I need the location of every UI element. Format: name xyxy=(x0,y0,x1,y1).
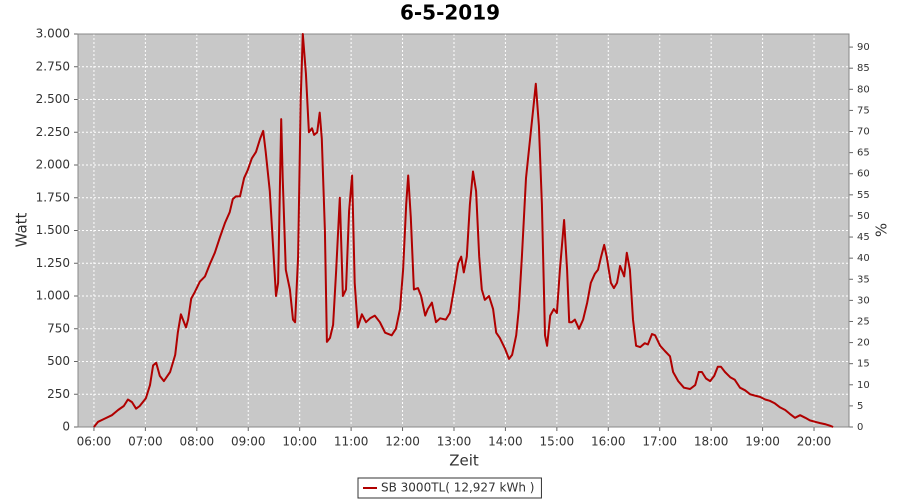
y2-tick-label: 15 xyxy=(857,359,870,370)
y2-tick-label: 40 xyxy=(857,253,870,264)
x-tick-label: 07:00 xyxy=(128,435,163,449)
x-tick-label: 08:00 xyxy=(180,435,215,449)
y-tick-label: 250 xyxy=(47,387,70,401)
y-tick-label: 500 xyxy=(47,354,70,368)
y-tick-label: 1.000 xyxy=(36,289,70,303)
x-tick-label: 18:00 xyxy=(694,435,729,449)
y2-tick-label: 70 xyxy=(857,127,870,138)
x-tick-label: 16:00 xyxy=(591,435,626,449)
y2-tick-label: 20 xyxy=(857,338,870,349)
y2-tick-label: 90 xyxy=(857,42,870,53)
x-tick-label: 19:00 xyxy=(745,435,780,449)
x-tick-label: 14:00 xyxy=(488,435,523,449)
series-line xyxy=(93,33,834,428)
x-tick-label: 17:00 xyxy=(642,435,677,449)
y-tick-label: 0 xyxy=(62,420,70,434)
y2-tick-label: 60 xyxy=(857,169,870,180)
y-tick-label: 750 xyxy=(47,321,70,335)
plot-border xyxy=(77,33,850,428)
x-tick-label: 11:00 xyxy=(334,435,369,449)
y2-tick-label: 80 xyxy=(857,84,870,95)
x-axis-title: Zeit xyxy=(449,452,479,470)
x-tick-label: 06:00 xyxy=(77,435,112,449)
x-tick-label: 10:00 xyxy=(282,435,317,449)
y2-tick-label: 55 xyxy=(857,190,870,201)
y-tick-label: 3.000 xyxy=(36,27,70,41)
legend-label: SB 3000TL( 12,927 kWh ) xyxy=(381,481,534,495)
y2-axis-title: % xyxy=(873,223,891,237)
y2-tick-label: 45 xyxy=(857,232,870,243)
y2-tick-label: 0 xyxy=(857,422,863,433)
x-tick-label: 15:00 xyxy=(540,435,575,449)
y-tick-label: 2.750 xyxy=(36,59,70,73)
y2-tick-label: 25 xyxy=(857,316,870,327)
y2-tick-label: 10 xyxy=(857,380,870,391)
legend: SB 3000TL( 12,927 kWh ) xyxy=(357,477,542,499)
x-tick-label: 20:00 xyxy=(797,435,832,449)
y-tick-label: 1.750 xyxy=(36,190,70,204)
y2-tick-label: 5 xyxy=(857,401,863,412)
y2-tick-label: 50 xyxy=(857,211,870,222)
y2-tick-label: 75 xyxy=(857,105,870,116)
x-tick-label: 12:00 xyxy=(385,435,420,449)
y-tick-label: 2.500 xyxy=(36,92,70,106)
y2-tick-label: 35 xyxy=(857,274,870,285)
y-tick-label: 1.500 xyxy=(36,223,70,237)
y-tick-label: 2.000 xyxy=(36,158,70,172)
chart-title: 6-5-2019 xyxy=(400,1,500,25)
legend-box xyxy=(357,477,542,499)
y2-tick-label: 65 xyxy=(857,148,870,159)
x-tick-label: 09:00 xyxy=(231,435,266,449)
y-tick-label: 1.250 xyxy=(36,256,70,270)
y-axis-title: Watt xyxy=(13,212,31,247)
y2-tick-label: 85 xyxy=(857,63,870,74)
y2-tick-label: 30 xyxy=(857,295,870,306)
x-tick-label: 13:00 xyxy=(437,435,472,449)
y-tick-label: 2.250 xyxy=(36,125,70,139)
